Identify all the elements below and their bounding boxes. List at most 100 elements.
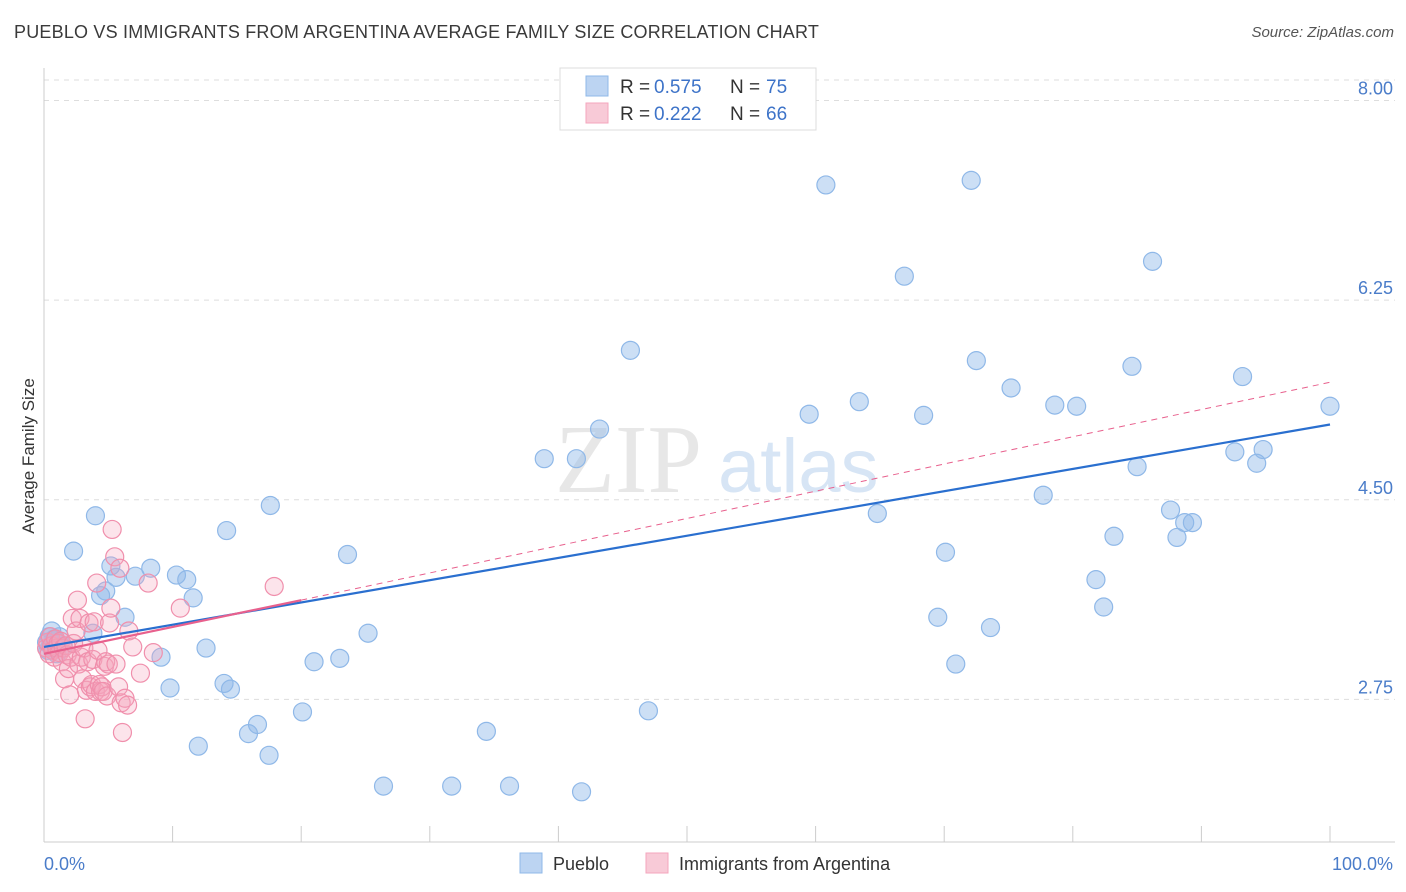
argentina-point xyxy=(58,659,79,679)
pueblo-point xyxy=(259,745,279,765)
pueblo-point xyxy=(373,776,394,796)
argentina-point xyxy=(99,613,120,633)
argentina-point xyxy=(117,695,138,715)
pueblo-point xyxy=(183,588,203,608)
legend-r-label-argentina: R = xyxy=(620,104,650,125)
argentina-point xyxy=(138,573,158,593)
argentina-point xyxy=(60,685,80,705)
pueblo-point xyxy=(1320,396,1340,416)
pueblo-point xyxy=(1122,356,1142,376)
pueblo-point xyxy=(1045,395,1065,415)
legend-n-value-argentina: 66 xyxy=(766,104,787,125)
pueblo-point xyxy=(358,623,378,643)
pueblo-point xyxy=(961,170,981,190)
pueblo-point xyxy=(946,654,966,674)
pueblo-point xyxy=(166,565,187,585)
pueblo-point xyxy=(217,520,237,541)
pueblo-point xyxy=(1232,366,1253,387)
pueblo-point xyxy=(63,541,84,561)
argentina-point xyxy=(87,573,107,593)
y-tick-label: 6.25 xyxy=(1358,278,1393,298)
pueblo-point xyxy=(220,679,241,699)
top-legend: R = 0.575 N = 75 R = 0.222 N = 66 xyxy=(559,67,817,131)
grid-layer: 2.75 4.50 6.25 8.00 xyxy=(44,79,1395,700)
pueblo-point xyxy=(589,419,610,439)
y-tick-label: 8.00 xyxy=(1358,79,1393,99)
pueblo-point xyxy=(638,701,659,721)
pueblo-point xyxy=(1167,527,1187,548)
pueblo-point xyxy=(1086,570,1106,590)
pueblo-point xyxy=(849,392,869,412)
argentina-point xyxy=(123,637,143,657)
argentina-points xyxy=(36,519,284,743)
pueblo-point xyxy=(534,449,554,469)
pueblo-point xyxy=(1225,442,1245,462)
argentina-point xyxy=(112,722,133,743)
pueblo-point xyxy=(292,702,313,722)
pueblo-point xyxy=(141,558,161,578)
pueblo-point xyxy=(1104,526,1124,546)
pueblo-point xyxy=(1067,396,1087,416)
pueblo-point xyxy=(620,340,641,360)
pueblo-point xyxy=(566,449,587,469)
argentina-point xyxy=(67,590,88,610)
argentina-point xyxy=(264,576,284,597)
pueblo-point xyxy=(1142,251,1163,271)
argentina-point xyxy=(105,547,125,567)
legend-r-label-pueblo: R = xyxy=(620,77,650,98)
source-label: Source: ZipAtlas.com xyxy=(1251,24,1394,41)
pueblo-point xyxy=(1127,457,1147,477)
y-tick-label: 4.50 xyxy=(1358,478,1393,498)
pueblo-point xyxy=(337,544,358,565)
legend-n-value-pueblo: 75 xyxy=(766,77,787,98)
x-tick-label-start: 0.0% xyxy=(44,854,85,874)
pueblo-point xyxy=(247,714,268,735)
bottom-legend-label-argentina: Immigrants from Argentina xyxy=(679,854,891,874)
pueblo-point xyxy=(867,503,887,524)
argentina-point xyxy=(108,677,129,697)
legend-swatch-argentina xyxy=(585,102,609,124)
pueblo-point xyxy=(160,678,180,698)
argentina-point xyxy=(101,598,121,618)
pueblo-point xyxy=(1001,378,1021,398)
bottom-legend-swatch-argentina xyxy=(645,852,669,874)
pueblo-point xyxy=(304,652,324,672)
pueblo-point xyxy=(799,404,819,424)
legend-n-label-argentina: N = xyxy=(730,104,760,125)
pueblo-point xyxy=(499,776,520,796)
y-tick-label: 2.75 xyxy=(1358,677,1393,697)
argentina-trend-line xyxy=(43,599,302,655)
argentina-point xyxy=(70,608,90,629)
pueblo-point xyxy=(177,570,197,590)
pueblo-point xyxy=(816,175,836,195)
pueblo-point xyxy=(260,495,280,516)
legend-swatch-pueblo xyxy=(585,75,609,97)
argentina-point xyxy=(110,558,130,578)
argentina-point xyxy=(98,654,118,674)
y-axis-label: Average Family Size xyxy=(19,378,38,534)
pueblo-point xyxy=(1094,597,1114,617)
pueblo-points xyxy=(36,170,1340,802)
pueblo-point xyxy=(1182,512,1202,533)
pueblo-point xyxy=(196,638,216,658)
watermark: ZIP atlas xyxy=(555,406,879,514)
pueblo-point xyxy=(188,736,208,756)
pueblo-point xyxy=(914,405,934,425)
bottom-legend: Pueblo Immigrants from Argentina xyxy=(519,852,891,874)
pueblo-point xyxy=(1253,439,1273,460)
legend-r-value-argentina: 0.222 xyxy=(654,104,702,125)
pueblo-point xyxy=(476,721,496,741)
pueblo-point xyxy=(980,617,1001,638)
pueblo-point xyxy=(1033,485,1053,505)
argentina-point xyxy=(170,598,190,618)
argentina-point xyxy=(106,654,126,674)
axis-layer: 0.0% 100.0% xyxy=(43,68,1395,874)
pueblo-point xyxy=(966,351,986,371)
bottom-legend-label-pueblo: Pueblo xyxy=(553,854,609,874)
pueblo-point xyxy=(928,607,948,627)
pueblo-point xyxy=(571,782,592,802)
legend-n-label-pueblo: N = xyxy=(730,77,760,98)
argentina-point xyxy=(130,663,151,683)
pueblo-point xyxy=(894,266,914,286)
argentina-point xyxy=(75,709,95,729)
